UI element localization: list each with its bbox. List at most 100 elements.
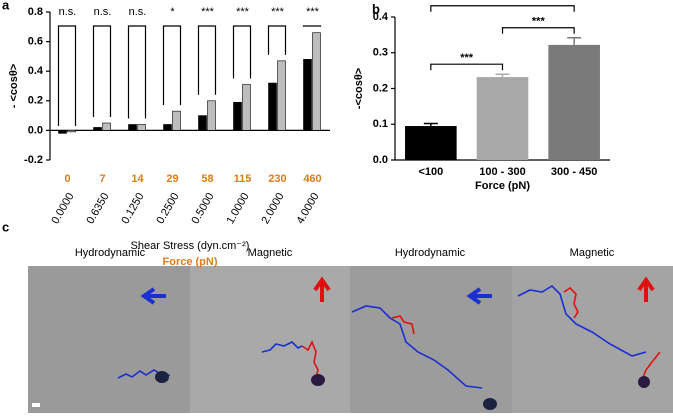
force-label: 115 — [234, 173, 252, 185]
bar — [172, 110, 181, 131]
y-tick-label: 0.1 — [373, 118, 388, 130]
bar — [102, 122, 111, 131]
significance-label: *** — [306, 6, 320, 18]
y-tick-label: -0.2 — [24, 154, 43, 166]
image-title: Magnetic — [248, 247, 293, 259]
y-tick-label: 0.8 — [28, 6, 43, 18]
significance-bracket — [267, 25, 287, 55]
x2-axis-label: Force (pN) — [163, 256, 218, 268]
force-label: 0 — [64, 173, 70, 185]
significance-label: *** — [271, 6, 285, 18]
trajectory — [517, 284, 647, 357]
significance-label: * — [170, 6, 175, 18]
bar — [207, 100, 216, 131]
significance-label: *** — [496, 0, 510, 6]
x-tick-label: 0.6350 — [84, 191, 111, 226]
trajectory — [391, 315, 415, 335]
x-tick-label: 0.5000 — [189, 191, 216, 226]
field-arrow — [637, 276, 655, 302]
significance-bracket — [197, 25, 217, 95]
image — [28, 266, 190, 413]
flow-arrow — [140, 287, 166, 305]
panel-label: b — [372, 1, 380, 16]
bar — [277, 60, 286, 131]
bar — [58, 130, 67, 134]
y-tick-label: 0.2 — [28, 95, 43, 107]
significance-label: n.s. — [94, 6, 112, 18]
significance-bracket — [127, 25, 147, 119]
cell — [483, 398, 497, 410]
significance-bracket — [162, 25, 182, 106]
image-title: Hydrodynamic — [75, 247, 146, 259]
significance-bracket — [430, 5, 575, 12]
bar — [303, 59, 312, 131]
significance-bracket — [430, 63, 504, 71]
significance-bracket — [232, 25, 252, 79]
y-tick-label: 0.4 — [28, 65, 44, 77]
bar — [405, 126, 457, 160]
x-tick-label: 300 - 450 — [551, 166, 597, 178]
bar — [163, 124, 172, 131]
force-label: 14 — [131, 173, 144, 185]
bar — [93, 127, 102, 131]
y-tick-label: 0.2 — [373, 82, 388, 94]
panel-label: a — [2, 0, 10, 12]
bar — [312, 32, 321, 131]
bar — [233, 101, 242, 131]
x-tick-label: 0.1250 — [119, 191, 146, 226]
trajectory — [563, 286, 579, 319]
force-label: 230 — [268, 173, 286, 185]
y-tick-label: 0.3 — [373, 47, 388, 59]
y-tick-label: 0.4 — [373, 11, 389, 23]
trajectory — [261, 341, 303, 353]
force-label: 460 — [303, 173, 321, 185]
significance-bracket — [57, 25, 77, 126]
trajectory — [641, 351, 661, 381]
image — [512, 266, 673, 413]
significance-label: *** — [532, 16, 546, 28]
bar — [198, 115, 207, 131]
bar — [476, 77, 529, 160]
y-axis-label: - <cosθ> — [8, 64, 20, 108]
error-bar — [495, 73, 510, 78]
significance-label: *** — [201, 6, 215, 18]
image — [350, 266, 512, 413]
flow-arrow — [466, 287, 492, 305]
error-bar — [423, 122, 438, 127]
x-tick-label: 4.0000 — [294, 191, 321, 226]
scale-bar — [32, 403, 40, 407]
significance-bracket — [92, 25, 112, 117]
significance-bracket — [302, 25, 322, 27]
x-tick-label: 0.2500 — [154, 191, 181, 226]
y-tick-label: 0.0 — [373, 154, 388, 166]
significance-label: *** — [236, 6, 250, 18]
microscopy-panels — [28, 266, 673, 413]
force-label: 7 — [99, 173, 105, 185]
bar — [67, 130, 76, 133]
panel-label: c — [2, 219, 9, 234]
error-bar — [567, 36, 582, 45]
bar — [548, 44, 600, 161]
x-tick-label: 100 - 300 — [479, 166, 525, 178]
x-tick-label: 0.0000 — [49, 191, 76, 226]
y-tick-label: 0.6 — [28, 36, 43, 48]
x-tick-label: 1.0000 — [224, 191, 251, 226]
field-arrow — [313, 276, 331, 302]
cell — [638, 376, 650, 388]
significance-label: n.s. — [129, 6, 147, 18]
trajectory — [351, 305, 483, 389]
force-label: 29 — [166, 173, 178, 185]
bar — [137, 124, 146, 131]
y-axis-label: -<cosθ> — [353, 68, 365, 109]
bar — [268, 82, 277, 131]
cell — [155, 371, 169, 383]
image-title: Hydrodynamic — [395, 247, 466, 259]
image-title: Magnetic — [570, 247, 615, 259]
cell — [311, 374, 325, 386]
x-axis-label: Shear Stress (dyn.cm⁻²) — [131, 240, 250, 252]
significance-label: *** — [460, 52, 474, 64]
significance-bracket — [501, 27, 575, 34]
x-tick-label: 2.0000 — [259, 191, 286, 226]
x-tick-label: <100 — [418, 166, 443, 178]
